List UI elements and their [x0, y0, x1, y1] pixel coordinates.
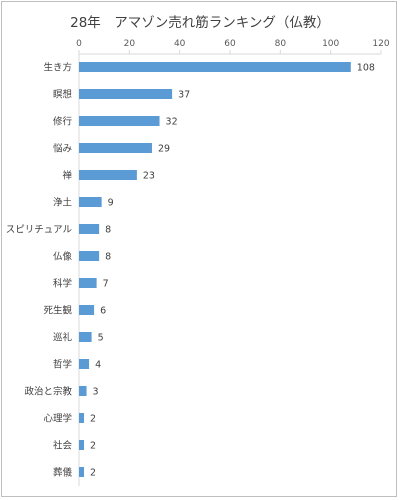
data-label: 32	[166, 117, 178, 128]
bar	[79, 305, 95, 315]
data-label: 2	[90, 414, 96, 425]
bar	[79, 440, 85, 450]
category-label: 葬儀	[53, 467, 73, 479]
chart-title: 28年 アマゾン売れ筋ランキング（仏教）	[70, 15, 330, 31]
data-label: 8	[105, 252, 111, 263]
x-tick-label: 20	[124, 39, 136, 49]
data-label: 4	[95, 360, 101, 371]
data-label: 6	[100, 306, 106, 317]
category-label: 死生観	[43, 305, 72, 317]
category-label: スピリチュアル	[6, 225, 73, 236]
x-tick-label: 120	[372, 39, 389, 49]
category-label: 生き方	[43, 62, 72, 74]
data-label: 5	[98, 333, 104, 344]
category-label: 瞑想	[53, 89, 73, 101]
category-label: 禅	[62, 170, 72, 182]
bar	[79, 89, 173, 99]
category-label: 修行	[53, 116, 73, 128]
category-label: 心理学	[43, 413, 72, 425]
category-label: 科学	[53, 278, 72, 290]
x-tick-label: 40	[174, 39, 186, 49]
bar	[79, 413, 85, 423]
bar	[79, 386, 87, 396]
category-label: 悩み	[53, 143, 72, 155]
category-label: 浄土	[53, 197, 73, 209]
x-tick-label: 60	[224, 39, 236, 49]
bar	[79, 143, 152, 153]
category-label: 哲学	[53, 359, 72, 371]
bar	[79, 278, 97, 288]
x-tick-label: 100	[322, 39, 339, 49]
data-label: 3	[93, 387, 99, 398]
data-label: 7	[103, 279, 109, 290]
data-label: 2	[90, 468, 96, 479]
data-label: 2	[90, 441, 96, 452]
bar	[79, 116, 160, 126]
bar	[79, 359, 90, 369]
data-label: 37	[178, 90, 190, 101]
bar	[79, 467, 85, 477]
category-label: 仏像	[53, 251, 73, 263]
bar	[79, 224, 100, 234]
bar	[79, 197, 102, 207]
data-label: 108	[357, 63, 375, 74]
data-label: 23	[143, 171, 155, 182]
bar	[79, 332, 92, 342]
category-label: 政治と宗教	[24, 386, 72, 398]
bar	[79, 251, 100, 261]
x-tick-label: 0	[76, 39, 82, 49]
data-label: 29	[158, 144, 170, 155]
data-label: 9	[108, 198, 114, 209]
category-label: 社会	[53, 440, 73, 452]
bar	[79, 170, 137, 180]
bar	[79, 62, 351, 72]
x-tick-label: 80	[275, 39, 287, 49]
category-label: 巡礼	[53, 332, 73, 344]
data-label: 8	[105, 225, 111, 236]
